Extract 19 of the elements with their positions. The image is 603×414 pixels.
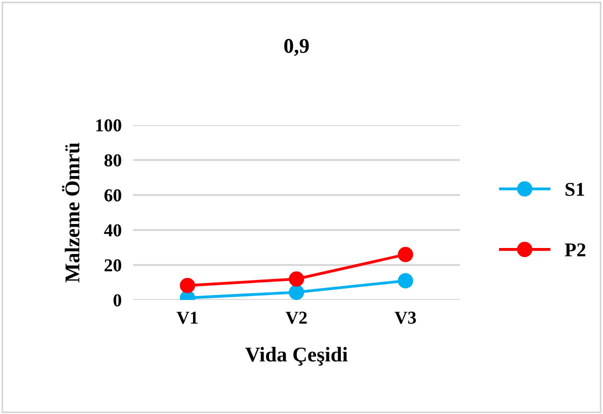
point (398, 273, 414, 288)
y-tick-label: 40 (104, 224, 122, 236)
point (180, 278, 196, 294)
y-tick-label: 20 (104, 259, 122, 272)
legend-label: S1 (566, 182, 584, 196)
chart-title: 0,9 (284, 38, 309, 56)
x-axis-title: Vida Çeşidi (245, 346, 348, 366)
x-tick-label: V3 (394, 312, 416, 324)
y-axis-title: Malzeme Ömrü (62, 142, 80, 282)
point (288, 284, 304, 300)
y-tick-label: 80 (104, 154, 122, 166)
y-tick-label: 0 (114, 294, 122, 306)
legend-label: P2 (564, 243, 586, 256)
y-tick-label: 100 (96, 119, 122, 132)
y-tick-label: 60 (104, 189, 122, 202)
point (288, 271, 304, 287)
x-tick-label: V2 (286, 312, 307, 324)
point (398, 246, 414, 262)
x-tick-label: V1 (176, 312, 198, 324)
